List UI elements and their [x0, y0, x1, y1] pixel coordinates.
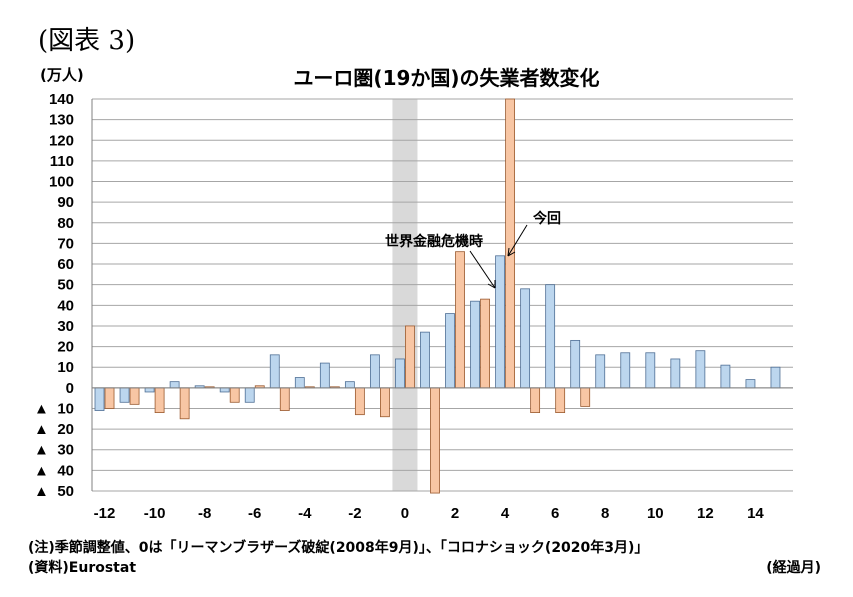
- y-tick-label: 110: [50, 153, 74, 170]
- x-tick-label: -12: [94, 505, 116, 522]
- annotation-arrowhead: [507, 247, 516, 257]
- x-tick-label: 10: [647, 505, 664, 522]
- bar-current: [480, 298, 490, 389]
- y-tick-label: 70: [57, 235, 74, 252]
- x-tick-label: 0: [401, 505, 409, 522]
- x-tick-label: 8: [601, 505, 609, 522]
- bar-financial-crisis: [319, 362, 330, 389]
- bar-financial-crisis: [344, 381, 355, 389]
- chart-note: (注)季節調整値、0は「リーマンブラザーズ破綻(2008年9月)」、「コロナショ…: [28, 540, 649, 556]
- bar-financial-crisis: [595, 354, 606, 389]
- bar-financial-crisis: [294, 377, 305, 389]
- bar-current: [380, 387, 390, 418]
- highlight-band-x0: [392, 99, 418, 491]
- bar-financial-crisis: [720, 364, 731, 389]
- x-tick-label: 4: [501, 505, 510, 522]
- bar-financial-crisis: [495, 255, 505, 389]
- y-tick-label: 50: [57, 483, 74, 500]
- bar-financial-crisis: [445, 313, 455, 389]
- y-tick-label: 40: [57, 462, 74, 479]
- figure-label: (図表 3): [38, 26, 136, 56]
- bar-current: [555, 387, 566, 413]
- y-tick-label: 0: [66, 380, 74, 397]
- y-tick-label: 30: [57, 318, 74, 335]
- bar-financial-crisis: [620, 352, 631, 389]
- bar-current: [179, 387, 190, 420]
- bar-current: [430, 387, 440, 494]
- x-tick-label: -10: [144, 505, 166, 522]
- bar-financial-crisis: [144, 387, 155, 393]
- y-tick-label: ▲: [34, 421, 49, 438]
- y-tick-label: 40: [57, 297, 74, 314]
- chart-source: (資料)Eurostat: [28, 560, 137, 576]
- y-tick-label: ▲: [34, 483, 49, 500]
- bar-current: [580, 387, 591, 407]
- annotation-arrow: [507, 224, 528, 257]
- x-tick-label: -6: [248, 505, 261, 522]
- annotation-financial-crisis: 世界金融危機時: [385, 233, 483, 250]
- bar-current: [104, 387, 115, 409]
- bar-financial-crisis: [119, 387, 130, 403]
- y-tick-label: 60: [57, 256, 74, 273]
- x-tick-label: -8: [198, 505, 211, 522]
- x-tick-label: 14: [747, 505, 764, 522]
- annotation-arrowhead: [487, 280, 496, 289]
- bar-financial-crisis: [269, 354, 280, 389]
- bar-current: [229, 387, 240, 403]
- x-tick-label: 12: [697, 505, 714, 522]
- bar-financial-crisis: [570, 339, 581, 389]
- bar-current: [455, 251, 465, 389]
- y-tick-label: 30: [57, 442, 74, 459]
- y-tick-label: ▲: [34, 400, 49, 417]
- y-tick-label: 50: [57, 277, 74, 294]
- bar-financial-crisis: [645, 352, 656, 389]
- y-tick-label: 10: [57, 359, 74, 376]
- x-tick-label: -2: [348, 505, 361, 522]
- bar-financial-crisis: [369, 354, 380, 389]
- y-tick-label: 10: [57, 400, 74, 417]
- bar-current: [505, 98, 516, 389]
- y-tick-label: 100: [49, 174, 74, 191]
- bar-current: [405, 325, 415, 389]
- bar-financial-crisis: [420, 331, 430, 389]
- bar-financial-crisis: [520, 288, 531, 389]
- x-tick-label: -4: [298, 505, 312, 522]
- bar-financial-crisis: [470, 300, 480, 389]
- bar-current: [279, 387, 290, 411]
- x-tick-label: 6: [551, 505, 559, 522]
- bar-financial-crisis: [670, 358, 681, 389]
- y-tick-label: 20: [57, 421, 74, 438]
- bar-financial-crisis: [94, 387, 105, 411]
- bar-financial-crisis: [219, 387, 230, 393]
- x-axis-unit-label: (経過月): [766, 560, 821, 576]
- y-tick-label: 20: [57, 339, 74, 356]
- annotation-arrow: [469, 250, 496, 289]
- bar-financial-crisis: [770, 366, 781, 389]
- bar-financial-crisis: [695, 350, 706, 389]
- bar-financial-crisis: [745, 379, 756, 389]
- bar-current: [154, 387, 165, 413]
- chart-title: ユーロ圏(19か国)の失業者数変化: [293, 66, 600, 90]
- bar-current: [129, 387, 140, 405]
- bar-financial-crisis: [395, 358, 405, 389]
- y-tick-label: ▲: [34, 442, 49, 459]
- bar-financial-crisis: [545, 284, 556, 389]
- bar-current: [354, 387, 365, 416]
- bar-financial-crisis: [169, 381, 180, 389]
- bar-current: [530, 387, 541, 413]
- y-tick-label: 130: [49, 112, 74, 129]
- y-tick-label: 140: [49, 91, 74, 108]
- y-tick-label: ▲: [34, 462, 49, 479]
- annotation-current: 今回: [532, 210, 561, 227]
- y-tick-label: 90: [57, 194, 74, 211]
- y-axis-unit-label: (万人): [40, 66, 84, 84]
- y-tick-label: 80: [57, 215, 74, 232]
- y-tick-label: 120: [49, 132, 74, 149]
- x-tick-label: 2: [451, 505, 459, 522]
- bar-financial-crisis: [244, 387, 255, 403]
